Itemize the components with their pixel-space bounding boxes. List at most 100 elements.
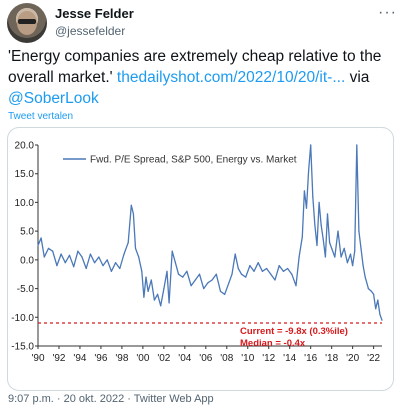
series-point xyxy=(190,285,192,287)
x-tick-label: '98 xyxy=(115,353,128,364)
series-point xyxy=(373,293,375,295)
tweet-link[interactable]: thedailyshot.com/2022/10/20/it-... xyxy=(116,69,346,86)
more-options-icon[interactable]: ··· xyxy=(378,4,397,21)
series-point xyxy=(156,293,159,295)
series-point xyxy=(52,250,54,252)
series-point xyxy=(77,250,79,252)
series-point xyxy=(324,256,326,258)
series-point xyxy=(326,213,329,215)
series-point xyxy=(320,224,322,226)
series-point xyxy=(349,253,352,255)
series-point xyxy=(234,253,236,255)
series-point xyxy=(278,265,280,267)
y-tick-label: 15.0 xyxy=(15,169,35,180)
series-point xyxy=(73,266,75,268)
series-point xyxy=(364,276,366,278)
tweet-time[interactable]: 9:07 p.m. xyxy=(8,393,54,405)
x-tick-label: '16 xyxy=(304,353,317,364)
series-point xyxy=(231,273,233,275)
series-point xyxy=(56,265,58,267)
series-point xyxy=(171,250,173,252)
annotation-current: Current = -9.8x (0.3%ile) xyxy=(240,326,348,337)
y-tick-label: -10.0 xyxy=(11,313,34,324)
series-point xyxy=(291,273,293,275)
series-point xyxy=(37,244,39,247)
series-point xyxy=(331,247,333,249)
series-point xyxy=(211,279,213,281)
series-point xyxy=(240,273,243,275)
series-point xyxy=(94,262,96,264)
x-tick-label: '22 xyxy=(367,353,380,364)
tweet-date[interactable]: 20 okt. 2022 xyxy=(63,393,125,405)
series-point xyxy=(98,256,100,258)
author-name[interactable]: Jesse Felder xyxy=(55,6,134,21)
series-point xyxy=(322,239,324,241)
series-point xyxy=(215,273,217,275)
series-point xyxy=(375,308,377,310)
series-point xyxy=(150,279,152,281)
series-point xyxy=(40,237,42,239)
translate-tweet-link[interactable]: Tweet vertalen xyxy=(8,111,74,122)
y-tick-label: 0.0 xyxy=(20,255,34,266)
series-point xyxy=(237,267,239,270)
series-point xyxy=(138,256,140,258)
series-point xyxy=(346,262,348,264)
series-point xyxy=(356,144,358,146)
tweet-mention[interactable]: @SoberLook xyxy=(8,90,99,107)
tweet-media[interactable]: 20.0 15.0 10.0 5.0 0.0 -5.0 -10.0 -15.0'90 '92 '9… xyxy=(7,127,394,391)
footer-separator-2: · xyxy=(124,393,134,405)
tweet-text: 'Energy companies are extremely cheap re… xyxy=(8,46,396,109)
series-point xyxy=(381,319,383,321)
author-handle[interactable]: @jessefelder xyxy=(55,24,126,38)
x-tick-label: '92 xyxy=(52,353,65,364)
legend: Fwd. P/E Spread, S&P 500, Energy vs. Mar… xyxy=(63,155,297,166)
series-point xyxy=(337,230,339,232)
series-point xyxy=(219,290,222,293)
series-point xyxy=(186,270,188,272)
series-point xyxy=(182,276,184,278)
tweet-source[interactable]: Twitter Web App xyxy=(133,393,214,405)
series-point xyxy=(379,313,381,316)
series-point xyxy=(316,244,318,247)
series-point xyxy=(203,287,205,290)
series-point xyxy=(282,270,285,272)
series-point xyxy=(274,279,276,281)
series-point xyxy=(354,250,356,252)
x-tick-label: '12 xyxy=(262,353,275,364)
series-point xyxy=(257,262,259,264)
series-point xyxy=(343,247,345,249)
series-point xyxy=(301,236,303,238)
series-point xyxy=(123,253,125,255)
series-point xyxy=(305,207,308,209)
series-point xyxy=(115,262,117,264)
series-point xyxy=(163,287,165,290)
series-point xyxy=(360,247,362,249)
series-point xyxy=(134,247,137,249)
series-point xyxy=(127,242,129,244)
series-point xyxy=(153,299,156,301)
series-point xyxy=(168,302,170,304)
chart: 20.0 15.0 10.0 5.0 0.0 -5.0 -10.0 -15.0'90 '92 '9… xyxy=(11,141,383,364)
x-tick-label: '94 xyxy=(73,353,86,364)
series-point xyxy=(68,254,71,256)
series-line xyxy=(37,144,383,321)
avatar[interactable] xyxy=(7,3,47,43)
legend-label: Fwd. P/E Spread, S&P 500, Energy vs. Mar… xyxy=(90,155,297,166)
series-point xyxy=(102,265,104,267)
tweet-footer: 9:07 p.m. · 20 okt. 2022 · Twitter Web A… xyxy=(8,393,214,405)
x-tick-label: '18 xyxy=(325,353,338,364)
x-tick-label: '10 xyxy=(241,353,254,364)
series-point xyxy=(370,290,373,293)
series-point xyxy=(261,270,264,272)
series-point xyxy=(253,270,255,272)
x-tick-label: '14 xyxy=(283,353,296,364)
series-point xyxy=(207,282,209,284)
series-point xyxy=(198,273,201,275)
annotation-median: Median = -0.4x xyxy=(240,338,306,349)
footer-separator: · xyxy=(53,393,64,405)
y-tick-label: -15.0 xyxy=(11,342,34,353)
series-point xyxy=(47,247,50,249)
x-tick-label: '96 xyxy=(94,353,107,364)
x-tick-label: '00 xyxy=(136,353,149,364)
x-tick-label: '90 xyxy=(31,353,44,364)
